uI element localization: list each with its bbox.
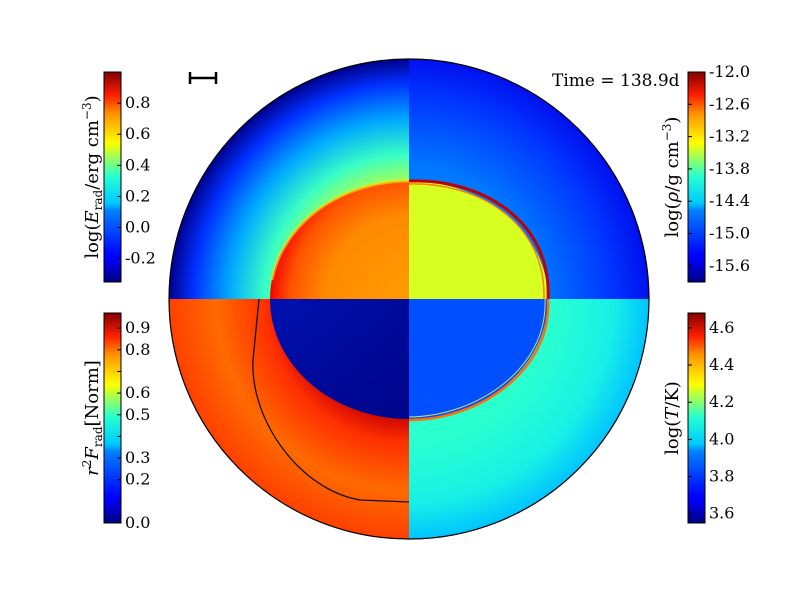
colorbar-tick-label: 3.6 — [709, 504, 734, 523]
colorbar-tick-label: 0.9 — [125, 318, 150, 337]
colorbar-tick-label: -0.2 — [125, 249, 156, 268]
colorbar-tick-label: -12.0 — [709, 62, 750, 81]
colorbar-top-left: -0.2 0.0 0.2 0.4 0.6 0.8 log(Erad/erg cm−3) — [80, 71, 156, 283]
flux-contour-line — [252, 299, 409, 503]
time-label: Time = 138.9d — [552, 71, 680, 91]
colorbar-tick-label: -15.6 — [709, 256, 750, 275]
colorbar-bottom-right: 3.6 3.8 4.0 4.2 4.4 4.6 log(T/K) — [662, 312, 734, 524]
colorbar-tick-label: 4.0 — [709, 429, 734, 448]
quadrant-top-right-density — [409, 59, 649, 299]
colorbar-tick-label: -15.0 — [709, 224, 750, 243]
colorbar-tick-label: 0.6 — [125, 383, 150, 402]
colorbar-label-flux: r2Frad[Norm] — [80, 360, 105, 476]
colorbar-tick-label: 4.6 — [709, 318, 734, 337]
colorbar-tick-label: 0.4 — [125, 155, 150, 174]
colorbar-tick-label: -14.4 — [709, 191, 750, 210]
simulation-map — [168, 58, 650, 540]
colorbar-tick-label: -13.2 — [709, 127, 750, 146]
colorbar-tick-label: 4.4 — [709, 355, 734, 374]
colorbar-bottom-left: 0.0 0.2 0.3 0.5 0.6 0.8 0.9 r2Frad[Norm] — [80, 312, 150, 532]
colorbar-label-density: log(ρ/g cm−3) — [660, 117, 683, 238]
colorbar-tick-label: 0.3 — [125, 448, 150, 467]
colorbar-tick-label: 0.0 — [125, 218, 150, 237]
colorbar-tick-label: 0.8 — [125, 340, 150, 359]
colorbar-tick-label: 0.0 — [125, 513, 150, 532]
colorbar-tick-label: 0.8 — [125, 93, 150, 112]
scale-bar — [188, 72, 218, 84]
quadrant-bottom-right-temperature — [409, 299, 649, 539]
colorbar-tick-label: 0.2 — [125, 186, 150, 205]
colorbar-tick-label: 0.5 — [125, 405, 150, 424]
colorbar-label-radiation-energy: log(Erad/erg cm−3) — [80, 95, 105, 258]
colorbar-label-temperature: log(T/K) — [662, 381, 683, 455]
quadrant-top-left-radiation-energy — [169, 59, 409, 299]
colorbar-tick-label: -13.8 — [709, 159, 750, 178]
colorbar-tick-label: 4.2 — [709, 392, 734, 411]
colorbar-tick-label: 3.8 — [709, 467, 734, 486]
quadrant-bottom-left-flux — [169, 299, 409, 539]
domain-boundary — [168, 58, 650, 540]
colorbar-tick-label: 0.6 — [125, 124, 150, 143]
colorbar-tick-label: -12.6 — [709, 94, 750, 113]
colorbar-tick-label: 0.2 — [125, 470, 150, 489]
colorbar-top-right: -15.6 -15.0 -14.4 -13.8 -13.2 -12.6 -12.0 log(… — [660, 62, 750, 283]
